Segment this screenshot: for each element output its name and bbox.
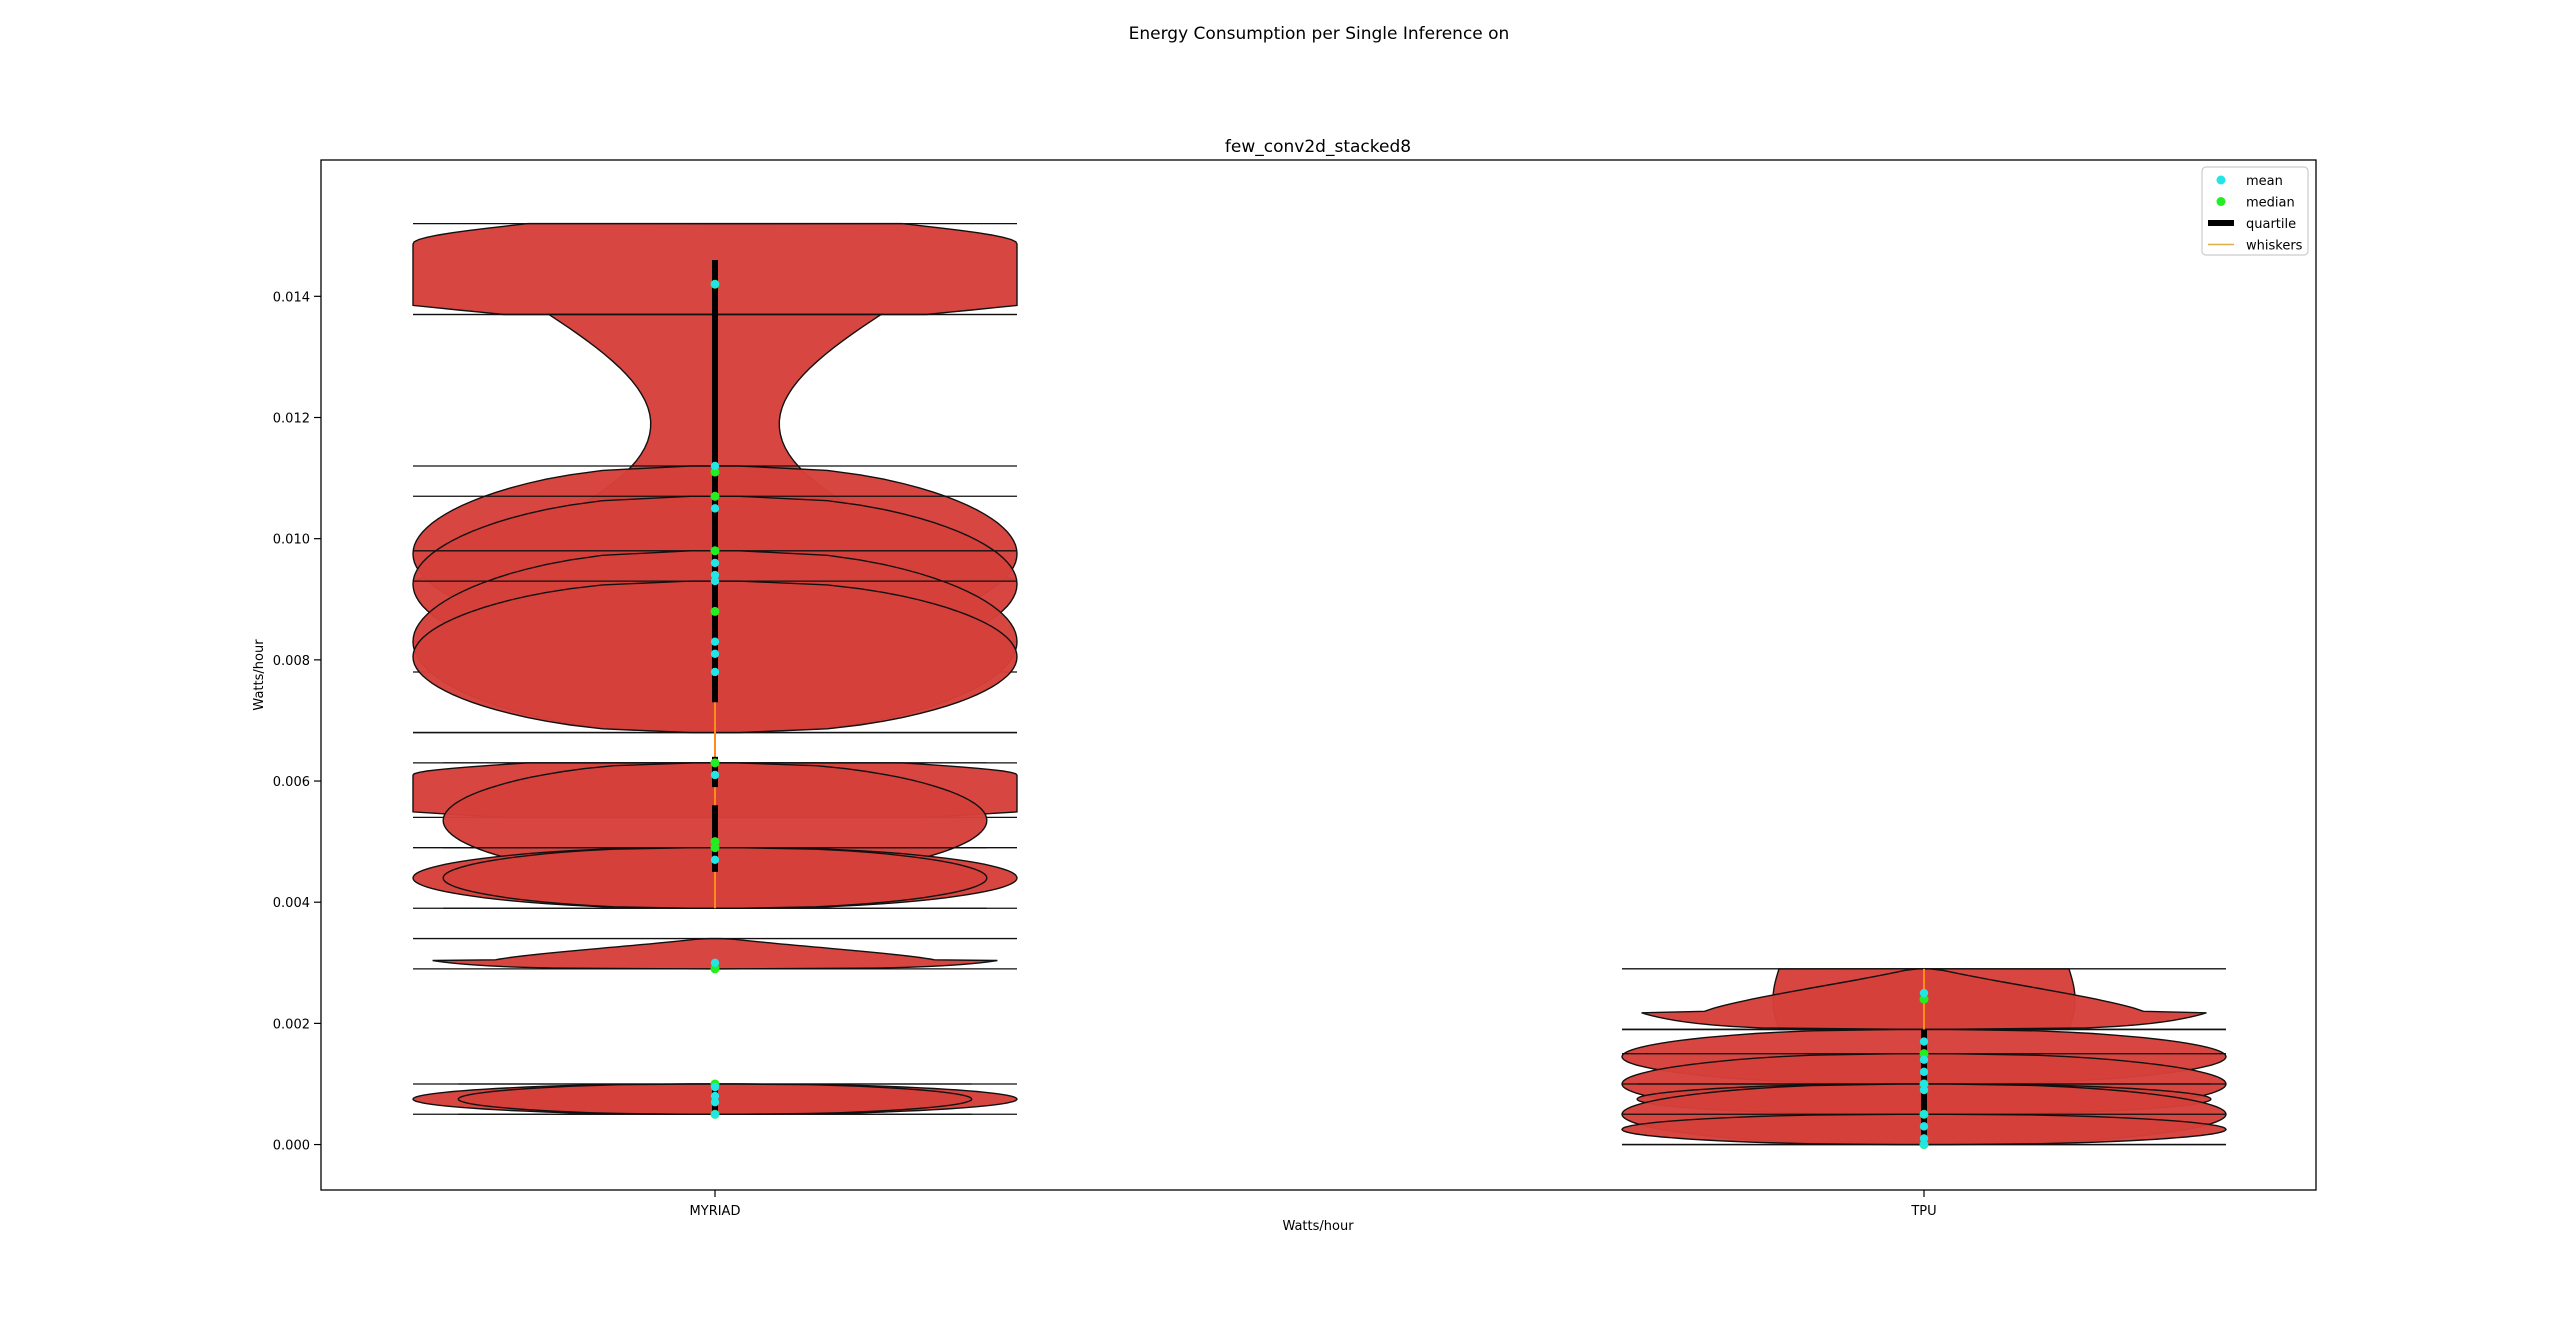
- legend-marker: [2216, 175, 2226, 185]
- legend-item-median: median: [2216, 196, 2295, 211]
- y-tick-label: 0.000: [273, 1139, 310, 1154]
- mean-point: [710, 576, 720, 586]
- median-point: [1919, 1049, 1929, 1059]
- mean-point: [1919, 1085, 1929, 1095]
- median-point: [1919, 994, 1929, 1004]
- mean-point: [710, 1091, 720, 1101]
- mean-point: [710, 667, 720, 677]
- mean-point: [1919, 1079, 1929, 1089]
- mean-point: [1919, 988, 1929, 998]
- mean-point: [710, 770, 720, 780]
- y-tick-label: 0.012: [273, 412, 310, 427]
- mean-point: [710, 855, 720, 864]
- figure-suptitle: Energy Consumption per Single Inference …: [1129, 24, 1510, 44]
- median-point: [710, 546, 720, 556]
- legend-marker: [2216, 197, 2226, 206]
- median-point: [710, 491, 720, 501]
- mean-point: [1919, 1140, 1929, 1149]
- y-tick-label: 0.014: [273, 290, 310, 305]
- median-point: [710, 843, 720, 853]
- mean-point: [710, 1097, 720, 1107]
- mean-point: [710, 504, 720, 513]
- y-tick-label: 0.008: [273, 654, 310, 669]
- legend-label: mean: [2246, 174, 2283, 189]
- mean-point: [710, 649, 720, 658]
- axes-frame: [320, 159, 2317, 1191]
- mean-point: [710, 637, 720, 646]
- legend-label: quartile: [2246, 217, 2296, 232]
- legend-label: median: [2246, 196, 2295, 211]
- x-tick-label: MYRIAD: [690, 1204, 741, 1219]
- y-axis-label: Watts/hour: [252, 639, 267, 711]
- mean-point: [710, 280, 720, 289]
- mean-point: [1919, 1110, 1929, 1119]
- median-point: [710, 758, 720, 768]
- x-axis: MYRIAD TPU: [690, 1190, 1937, 1219]
- mean-point: [1919, 1122, 1929, 1131]
- mean-point: [1919, 1055, 1929, 1064]
- mean-point: [1919, 1037, 1929, 1046]
- mean-point: [710, 958, 720, 967]
- mean-point: [710, 461, 720, 471]
- legend-item-mean: mean: [2216, 174, 2283, 189]
- plot-area: [412, 222, 2227, 1150]
- x-tick-label: TPU: [1910, 1204, 1936, 1219]
- y-tick-label: 0.002: [273, 1017, 310, 1032]
- median-point: [710, 606, 720, 616]
- violin-group-myriad: [412, 222, 1018, 1119]
- mean-point: [1919, 1134, 1929, 1143]
- mean-point: [710, 1082, 720, 1092]
- y-tick-label: 0.004: [273, 896, 310, 911]
- y-axis: 0.000 0.002 0.004 0.006 0.008 0.010 0.012 0.014: [273, 290, 321, 1154]
- mean-point: [1919, 1067, 1929, 1077]
- x-axis-label: Watts/hour: [1282, 1219, 1354, 1234]
- legend-label: whiskers: [2246, 239, 2303, 254]
- legend-item-quartile: quartile: [2208, 217, 2296, 232]
- legend-box: [2201, 166, 2309, 256]
- legend-item-whiskers: whiskers: [2208, 239, 2303, 254]
- mean-point: [710, 558, 720, 568]
- violin-group-tpu: [1621, 968, 2227, 1150]
- y-tick-label: 0.006: [273, 775, 310, 790]
- median-point: [710, 964, 720, 974]
- mean-point: [710, 1110, 720, 1119]
- y-tick-label: 0.010: [273, 533, 310, 548]
- mean-point: [710, 570, 720, 580]
- subplot-title: few_conv2d_stacked8: [1225, 137, 1411, 157]
- legend: mean median quartile whiskers: [2201, 166, 2309, 256]
- median-point: [710, 467, 720, 477]
